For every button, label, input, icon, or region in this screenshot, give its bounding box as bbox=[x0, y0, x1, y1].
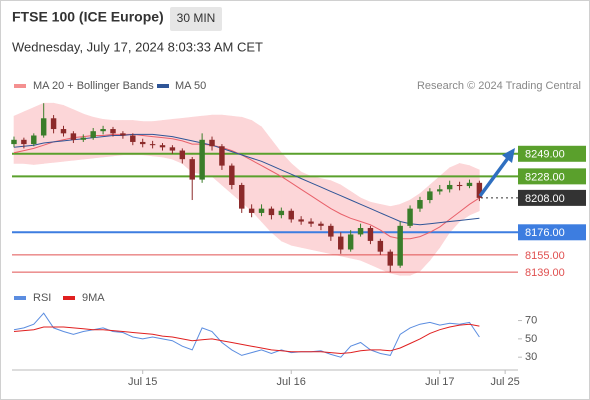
timestamp: Wednesday, July 17, 2024 8:03:33 AM CET bbox=[12, 39, 263, 54]
candle-body bbox=[338, 236, 344, 250]
legend-swatch bbox=[63, 296, 75, 300]
candle-body bbox=[427, 191, 433, 201]
level-label: 8176.00 bbox=[525, 227, 565, 239]
bollinger-band bbox=[300, 171, 312, 250]
candle-body bbox=[90, 131, 96, 138]
candle-body bbox=[50, 118, 57, 130]
legend-label: RSI bbox=[33, 292, 51, 304]
candle-body bbox=[40, 118, 47, 136]
candle-body bbox=[189, 159, 195, 180]
timeframe: 30 MIN bbox=[177, 11, 216, 25]
y-tick-label: 50 bbox=[525, 333, 537, 345]
level-label: 8139.00 bbox=[525, 267, 565, 279]
candle-body bbox=[328, 225, 334, 237]
candle-body bbox=[139, 141, 146, 145]
candle-body bbox=[407, 208, 413, 226]
candle-body bbox=[248, 208, 255, 213]
bollinger-band bbox=[152, 120, 163, 158]
x-tick-label: Jul 25 bbox=[490, 376, 519, 388]
candle-body bbox=[70, 133, 77, 140]
candle-body bbox=[100, 129, 106, 132]
candle-body bbox=[209, 139, 215, 147]
candle-body bbox=[397, 225, 403, 266]
legend-swatch bbox=[14, 84, 26, 88]
candle-body bbox=[31, 135, 37, 145]
candle-body bbox=[446, 184, 453, 190]
candle-body bbox=[318, 223, 324, 226]
bollinger-band bbox=[271, 138, 282, 242]
bollinger-band bbox=[261, 126, 272, 234]
level-label: 8208.00 bbox=[525, 193, 565, 205]
candle-body bbox=[11, 139, 17, 145]
candle-body bbox=[278, 210, 285, 216]
x-tick-label: Jul 17 bbox=[425, 376, 454, 388]
forecast-arrow bbox=[478, 156, 510, 198]
legend-label: MA 20 + Bollinger Bands bbox=[33, 80, 154, 92]
rsi-line bbox=[13, 323, 480, 355]
candle-body bbox=[417, 200, 423, 209]
level-label: 8228.00 bbox=[525, 171, 565, 183]
candle-body bbox=[298, 219, 304, 222]
legend-label: MA 50 bbox=[175, 80, 206, 92]
candle-body bbox=[239, 184, 245, 209]
bollinger-band bbox=[13, 111, 25, 164]
candle-body bbox=[377, 240, 384, 252]
bollinger-band bbox=[429, 175, 441, 262]
candle-body bbox=[21, 139, 27, 145]
candle-body bbox=[357, 227, 364, 235]
candle-body bbox=[288, 210, 294, 220]
candle-body bbox=[149, 144, 156, 146]
candle-body bbox=[367, 227, 374, 241]
bollinger-band bbox=[112, 120, 124, 157]
bollinger-band bbox=[459, 163, 470, 223]
level-label: 8155.00 bbox=[525, 250, 565, 262]
forecast-arrowhead bbox=[502, 148, 515, 163]
candle-body bbox=[476, 182, 483, 198]
bollinger-band bbox=[142, 121, 153, 157]
candle-body bbox=[60, 129, 67, 134]
candle-body bbox=[159, 145, 166, 148]
legend-swatch bbox=[157, 84, 169, 88]
bollinger-band bbox=[310, 175, 322, 253]
level-label-box bbox=[518, 145, 586, 162]
bollinger-band bbox=[102, 119, 114, 158]
candle-body bbox=[456, 184, 463, 187]
bollinger-band bbox=[251, 119, 262, 223]
level-label-box bbox=[518, 168, 586, 185]
candle-body bbox=[437, 189, 443, 192]
y-tick-label: 70 bbox=[525, 314, 537, 326]
candle-body bbox=[219, 146, 225, 166]
y-tick-label: 30 bbox=[525, 351, 537, 363]
candle-body bbox=[169, 147, 176, 151]
x-tick-label: Jul 16 bbox=[277, 376, 306, 388]
title: FTSE 100 (ICE Europe) bbox=[12, 9, 164, 25]
level-label: 8249.00 bbox=[525, 149, 565, 161]
candle-body bbox=[258, 208, 265, 213]
candle-body bbox=[308, 221, 314, 224]
candle-body bbox=[268, 208, 275, 216]
credit: Research © 2024 Trading Central bbox=[417, 80, 581, 92]
candle-body bbox=[387, 251, 393, 266]
candle-body bbox=[466, 182, 473, 187]
x-tick-label: Jul 15 bbox=[128, 376, 157, 388]
candle-body bbox=[80, 137, 87, 140]
moving-average bbox=[13, 133, 480, 226]
candle-body bbox=[130, 135, 136, 142]
candle-body bbox=[179, 150, 186, 160]
timeframe-box bbox=[170, 7, 222, 31]
legend-swatch bbox=[14, 296, 26, 300]
level-label-box bbox=[518, 224, 586, 241]
candle-body bbox=[199, 139, 205, 180]
legend-label: 9MA bbox=[82, 292, 105, 304]
plot: 8249.00 8228.00 8208.00 8176.00 8155.00 8139.… bbox=[11, 102, 586, 388]
bollinger-band bbox=[449, 163, 460, 234]
candle-body bbox=[120, 133, 126, 136]
level-label-box bbox=[518, 189, 586, 206]
candle-body bbox=[347, 234, 354, 250]
candle-body bbox=[229, 165, 235, 185]
candle-body bbox=[110, 129, 116, 134]
